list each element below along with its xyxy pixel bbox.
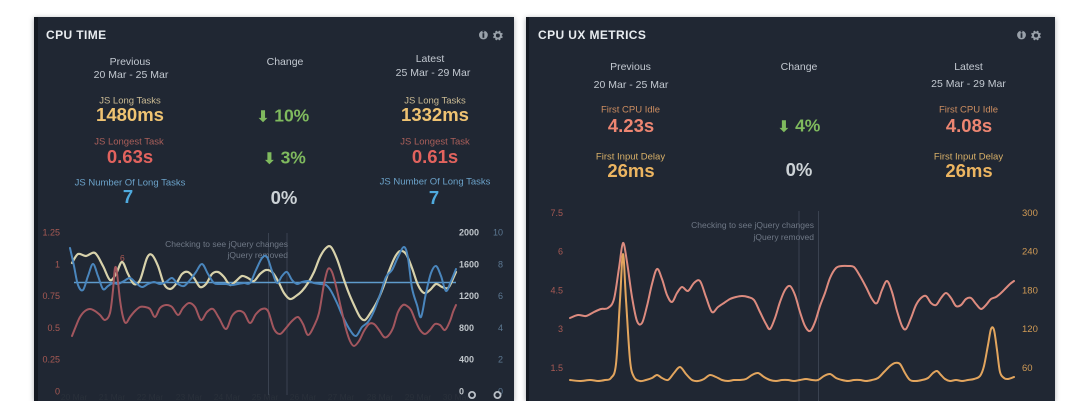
svg-text:2: 2 [498, 355, 503, 365]
svg-text:4.5: 4.5 [550, 285, 563, 295]
svg-text:26 Mar: 26 Mar [290, 392, 317, 401]
svg-text:3: 3 [558, 324, 563, 334]
svg-text:7.5: 7.5 [550, 208, 563, 218]
svg-text:jQuery removed: jQuery removed [227, 250, 289, 260]
svg-text:800: 800 [459, 323, 474, 333]
svg-text:0: 0 [459, 387, 464, 397]
svg-text:240: 240 [1022, 247, 1038, 258]
svg-text:20 Mar: 20 Mar [61, 392, 88, 401]
svg-text:120: 120 [1022, 324, 1038, 335]
svg-text:0: 0 [498, 387, 503, 397]
svg-text:27 Mar: 27 Mar [328, 392, 355, 401]
svg-text:8: 8 [498, 259, 503, 269]
svg-text:6: 6 [498, 291, 503, 301]
svg-text:1: 1 [55, 259, 60, 269]
svg-text:400: 400 [459, 355, 474, 365]
svg-text:jQuery removed: jQuery removed [753, 232, 815, 242]
svg-text:23 Mar: 23 Mar [176, 392, 203, 401]
svg-text:30 Mar: 30 Mar [443, 392, 470, 401]
svg-text:10: 10 [493, 228, 503, 238]
svg-text:2000: 2000 [459, 228, 479, 238]
svg-text:1.25: 1.25 [42, 228, 60, 238]
svg-text:25 Mar: 25 Mar [252, 392, 279, 401]
svg-text:1200: 1200 [459, 291, 479, 301]
svg-text:6: 6 [558, 247, 563, 257]
svg-text:0.75: 0.75 [42, 291, 60, 301]
svg-text:24 Mar: 24 Mar [214, 392, 241, 401]
svg-text:180: 180 [1022, 285, 1038, 296]
svg-text:4: 4 [498, 323, 503, 333]
svg-text:28 Mar: 28 Mar [367, 392, 394, 401]
svg-text:1600: 1600 [459, 259, 479, 269]
svg-text:60: 60 [1022, 363, 1033, 374]
svg-text:0: 0 [55, 387, 60, 397]
svg-text:29 Mar: 29 Mar [405, 392, 432, 401]
svg-text:21 Mar: 21 Mar [99, 392, 126, 401]
svg-text:300: 300 [1022, 208, 1038, 219]
svg-text:0.5: 0.5 [47, 323, 60, 333]
svg-text:Checking to see jQuery changes: Checking to see jQuery changes [691, 220, 814, 230]
svg-text:22 Mar: 22 Mar [137, 392, 164, 401]
svg-text:0.25: 0.25 [42, 355, 60, 365]
svg-text:Checking to see jQuery changes: Checking to see jQuery changes [165, 239, 288, 249]
svg-text:6: 6 [120, 253, 125, 263]
svg-text:1.5: 1.5 [550, 363, 563, 373]
